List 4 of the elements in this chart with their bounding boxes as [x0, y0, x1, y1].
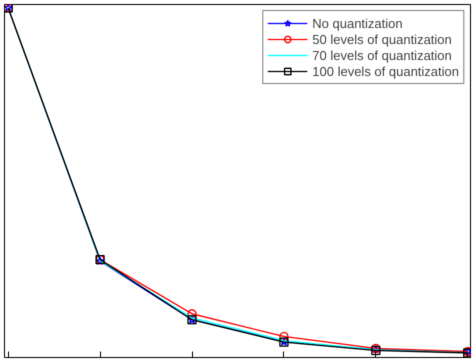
- legend-label: No quantization: [312, 15, 403, 31]
- legend-label: 100 levels of quantization: [312, 63, 459, 79]
- legend-label: 70 levels of quantization: [312, 47, 452, 63]
- legend-label: 50 levels of quantization: [312, 31, 452, 47]
